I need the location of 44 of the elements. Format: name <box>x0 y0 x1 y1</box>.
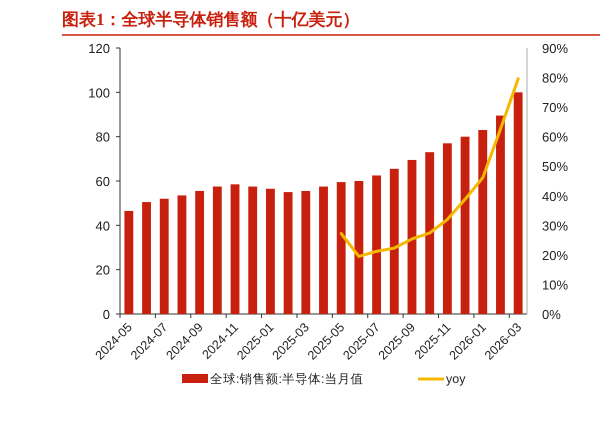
legend-label: 全球:销售额:半导体:当月值 <box>210 372 364 386</box>
y2-tick-label: 80% <box>542 70 568 86</box>
bar <box>248 186 258 314</box>
y2-tick-label: 40% <box>542 188 568 204</box>
y2-tick-label: 90% <box>542 41 568 56</box>
bar <box>319 186 328 314</box>
line-series <box>340 77 520 258</box>
bar <box>212 186 222 314</box>
bar <box>124 210 134 314</box>
y-tick-label: 80 <box>96 130 110 145</box>
legend-label: yoy <box>446 372 466 386</box>
bar <box>301 190 310 314</box>
bar <box>142 202 151 314</box>
y2-tick-label: 60% <box>542 130 568 145</box>
y2-tick-label: 10% <box>542 277 568 292</box>
y-tick-label: 0 <box>102 307 110 322</box>
y-tick-label: 60 <box>96 174 110 189</box>
bar <box>336 182 346 314</box>
bar <box>425 152 434 314</box>
chart-title: 图表1：全球半导体销售额（十亿美元） <box>62 10 360 29</box>
bar <box>372 175 382 314</box>
y2-tick-label: 0% <box>542 307 562 322</box>
y-tick-label: 100 <box>88 85 110 100</box>
y-tick-label: 120 <box>88 41 110 56</box>
bar <box>266 188 275 314</box>
bar <box>178 195 186 314</box>
y-tick-label: 40 <box>96 218 110 234</box>
bar <box>514 92 523 314</box>
bar <box>478 130 488 314</box>
bar <box>230 184 240 314</box>
bar <box>408 160 416 314</box>
bar <box>390 168 399 314</box>
y2-tick-label: 50% <box>542 159 568 174</box>
bar <box>160 198 169 314</box>
y2-tick-label: 70% <box>542 100 568 116</box>
bar <box>284 192 293 314</box>
bar <box>460 136 470 314</box>
bar <box>442 143 452 314</box>
bar <box>354 181 364 314</box>
y2-tick-label: 20% <box>542 248 568 263</box>
y2-tick-label: 30% <box>542 218 568 234</box>
bar <box>496 116 505 314</box>
bar <box>195 190 204 314</box>
y-tick-label: 20 <box>96 262 110 278</box>
